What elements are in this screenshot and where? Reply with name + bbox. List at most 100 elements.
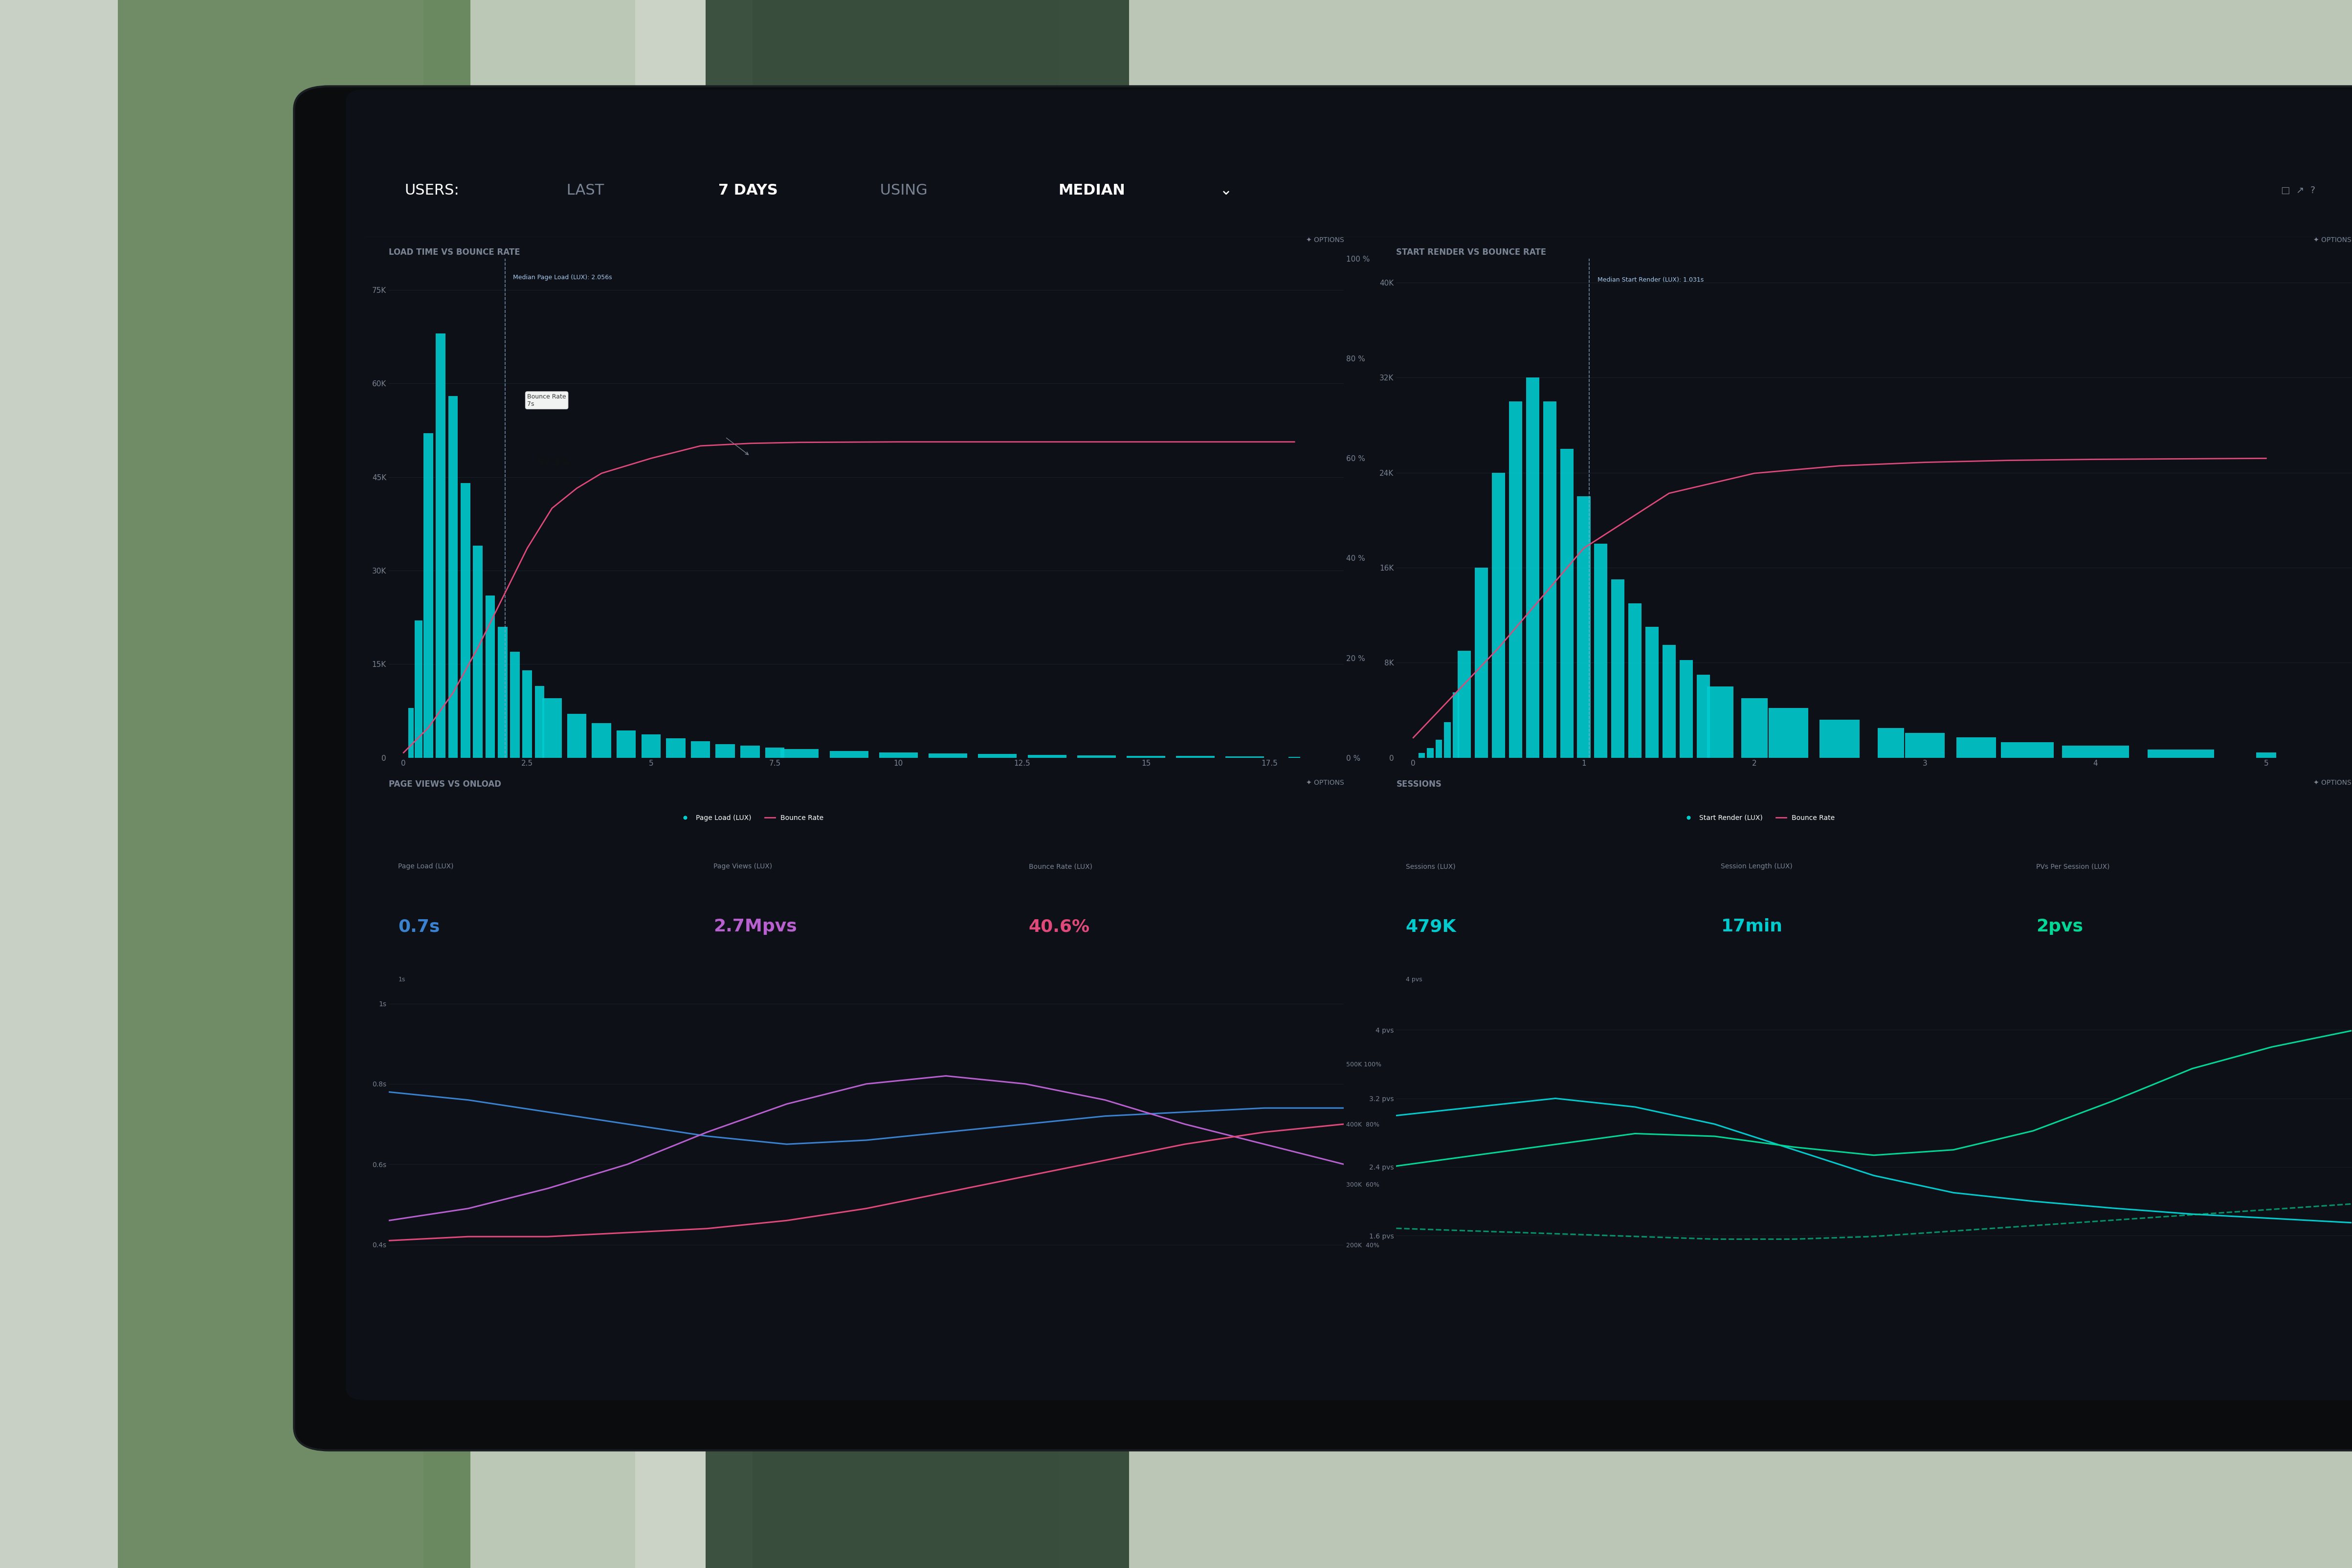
Bar <box>0 0 423 1568</box>
Text: USERS:: USERS: <box>405 183 459 198</box>
Text: START RENDER VS BOUNCE RATE: START RENDER VS BOUNCE RATE <box>1397 248 1545 257</box>
Bar <box>1077 756 1115 757</box>
Bar <box>534 685 543 757</box>
Bar <box>1543 401 1557 757</box>
Bar <box>1475 568 1489 757</box>
Text: 57.1%: 57.1% <box>536 458 569 467</box>
Bar <box>1058 0 2352 1568</box>
Text: SESSIONS: SESSIONS <box>1397 779 1442 789</box>
Bar <box>461 483 470 757</box>
Bar <box>830 751 868 757</box>
Bar <box>1418 753 1425 757</box>
Bar <box>449 397 459 757</box>
Bar <box>407 707 414 757</box>
Bar <box>1646 627 1658 757</box>
Bar <box>1454 693 1458 757</box>
Bar <box>1877 728 1905 757</box>
Bar <box>1679 660 1693 757</box>
Bar <box>567 713 586 757</box>
Bar <box>642 734 661 757</box>
Bar <box>1428 748 1435 757</box>
Text: Median Page Load (LUX): 2.056s: Median Page Load (LUX): 2.056s <box>513 274 612 281</box>
Text: □  ↗  ?: □ ↗ ? <box>2281 187 2314 196</box>
Bar <box>1578 497 1590 757</box>
Bar <box>510 652 520 757</box>
Bar <box>1458 651 1470 757</box>
Text: ✦ OPTIONS: ✦ OPTIONS <box>1305 779 1343 787</box>
Text: PVs Per Session (LUX): PVs Per Session (LUX) <box>2037 862 2110 870</box>
Legend: Start Render (LUX), Bounce Rate: Start Render (LUX), Bounce Rate <box>1682 812 1837 825</box>
Text: MEDIAN: MEDIAN <box>1058 183 1124 198</box>
Bar <box>485 596 494 757</box>
Bar <box>1127 756 1164 757</box>
Bar <box>118 0 635 1568</box>
Text: 17min: 17min <box>1722 919 1783 935</box>
Text: 40.6%: 40.6% <box>1028 919 1089 935</box>
Bar <box>414 621 423 757</box>
Text: Sessions (LUX): Sessions (LUX) <box>1406 862 1456 870</box>
Text: Page Views (LUX): Page Views (LUX) <box>713 862 771 870</box>
Legend: Page Load (LUX), Bounce Rate: Page Load (LUX), Bounce Rate <box>677 812 826 825</box>
Bar <box>2002 742 2053 757</box>
Bar <box>1628 604 1642 757</box>
Bar <box>1611 580 1625 757</box>
Bar <box>2147 750 2213 757</box>
Bar <box>1028 754 1065 757</box>
Text: 7 DAYS: 7 DAYS <box>717 183 779 198</box>
Text: Bounce Rate (LUX): Bounce Rate (LUX) <box>1028 862 1091 870</box>
Bar <box>593 723 612 757</box>
Text: 4 pvs: 4 pvs <box>1406 977 1423 983</box>
Bar <box>764 748 783 757</box>
Bar <box>691 742 710 757</box>
Bar <box>1444 721 1451 757</box>
Bar <box>1435 740 1442 757</box>
FancyBboxPatch shape <box>294 86 2352 1450</box>
Text: Median Start Render (LUX): 1.031s: Median Start Render (LUX): 1.031s <box>1597 276 1703 282</box>
Text: 479K: 479K <box>1406 919 1456 935</box>
Bar <box>880 753 917 757</box>
Bar <box>423 433 433 757</box>
Bar <box>435 334 445 757</box>
Bar <box>1740 698 1769 757</box>
Bar <box>929 753 967 757</box>
Bar <box>616 731 635 757</box>
Bar <box>543 698 562 757</box>
Bar <box>715 743 734 757</box>
Bar <box>499 627 508 757</box>
Text: 2pvs: 2pvs <box>2037 919 2084 935</box>
Text: Bounce Rate
7s: Bounce Rate 7s <box>527 394 567 408</box>
Text: ✦ OPTIONS: ✦ OPTIONS <box>2314 237 2352 243</box>
Bar <box>2063 746 2129 757</box>
Bar <box>1510 401 1522 757</box>
Bar <box>1559 448 1573 757</box>
Bar <box>1491 472 1505 757</box>
Bar <box>1595 544 1606 757</box>
Text: 2.7Mpvs: 2.7Mpvs <box>713 919 797 935</box>
Bar <box>666 739 684 757</box>
Bar <box>1696 674 1710 757</box>
Bar <box>1663 644 1675 757</box>
Bar <box>522 671 532 757</box>
Bar <box>1820 720 1860 757</box>
Bar <box>741 746 760 757</box>
Bar <box>1905 732 1945 757</box>
Bar <box>706 0 1129 1568</box>
Text: USING: USING <box>875 183 931 198</box>
Bar <box>1526 378 1538 757</box>
Text: Session Length (LUX): Session Length (LUX) <box>1722 862 1792 870</box>
Text: ✦ OPTIONS: ✦ OPTIONS <box>1305 237 1343 243</box>
Text: 0.7s: 0.7s <box>397 919 440 935</box>
Bar <box>470 0 753 1568</box>
Text: Page Load (LUX): Page Load (LUX) <box>397 862 454 870</box>
Bar <box>1769 707 1809 757</box>
Text: LAST: LAST <box>562 183 609 198</box>
Bar <box>781 750 818 757</box>
FancyBboxPatch shape <box>346 89 2352 1400</box>
Text: PAGE VIEWS VS ONLOAD: PAGE VIEWS VS ONLOAD <box>388 779 501 789</box>
Bar <box>1957 737 1997 757</box>
Text: LOAD TIME VS BOUNCE RATE: LOAD TIME VS BOUNCE RATE <box>388 248 520 257</box>
Bar <box>978 754 1016 757</box>
Text: ✦ OPTIONS: ✦ OPTIONS <box>2314 779 2352 787</box>
Bar <box>473 546 482 757</box>
Text: 1s: 1s <box>397 977 405 983</box>
